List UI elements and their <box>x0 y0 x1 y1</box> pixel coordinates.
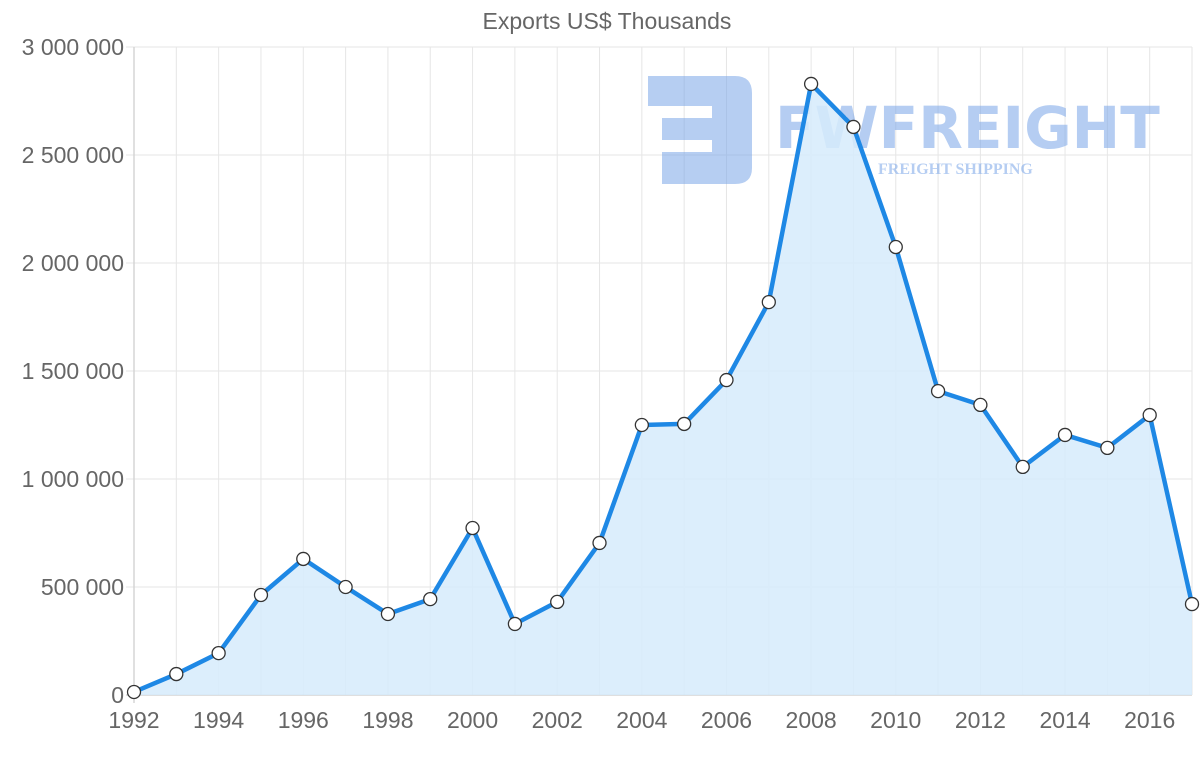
fwfreight-watermark: FWFREIGHT FREIGHT SHIPPING <box>648 76 1160 184</box>
data-point[interactable] <box>465 520 480 536</box>
data-point[interactable] <box>634 417 649 433</box>
data-point[interactable] <box>126 684 142 700</box>
x-tick-label: 1996 <box>278 707 329 733</box>
x-tick-label: 2002 <box>532 707 583 733</box>
data-point[interactable] <box>930 383 946 399</box>
data-point[interactable] <box>296 551 311 567</box>
data-point[interactable] <box>677 416 692 432</box>
chart-title: Exports US$ Thousands <box>482 8 732 34</box>
x-tick-label: 2010 <box>870 707 921 733</box>
data-point[interactable] <box>592 535 607 551</box>
data-line <box>133 81 1195 695</box>
x-tick-label: 2004 <box>616 707 667 733</box>
logo-icon <box>648 76 752 184</box>
data-point[interactable] <box>803 76 819 92</box>
x-tick-label: 2000 <box>447 707 498 733</box>
x-tick-label: 1998 <box>362 707 413 733</box>
y-tick-label: 500 000 <box>41 574 124 600</box>
y-tick-label: 1 000 000 <box>22 466 124 492</box>
x-tick-label: 2014 <box>1039 707 1090 733</box>
data-point[interactable] <box>1015 459 1030 475</box>
data-point[interactable] <box>888 239 903 255</box>
y-tick-label: 2 500 000 <box>22 142 124 168</box>
data-point[interactable] <box>1142 407 1157 423</box>
x-axis: 1992 1994 1996 1998 2000 2002 2004 2006 2008 2010… <box>108 707 1175 733</box>
data-point[interactable] <box>253 587 269 603</box>
data-point[interactable] <box>211 645 226 661</box>
data-point[interactable] <box>1184 596 1200 612</box>
y-tick-label: 2 000 000 <box>22 250 124 276</box>
data-point[interactable] <box>719 372 734 388</box>
data-point[interactable] <box>973 397 988 413</box>
data-point[interactable] <box>338 579 353 595</box>
x-tick-label: 2016 <box>1124 707 1175 733</box>
area-fill <box>134 83 1192 696</box>
y-tick-label: 1 500 000 <box>22 358 124 384</box>
y-axis: 0 500 000 1 000 000 1 500 000 2 000 000 2 500… <box>22 34 124 708</box>
data-point[interactable] <box>1100 440 1115 456</box>
data-point[interactable] <box>550 594 565 610</box>
x-tick-label: 2008 <box>786 707 837 733</box>
x-tick-label: 2006 <box>701 707 752 733</box>
data-points <box>126 76 1200 700</box>
x-tick-label: 2012 <box>955 707 1006 733</box>
y-tick-label: 0 <box>111 682 124 708</box>
data-point[interactable] <box>380 606 396 622</box>
data-point[interactable] <box>1057 427 1073 443</box>
watermark-tagline: FREIGHT SHIPPING <box>878 161 1033 178</box>
data-point[interactable] <box>846 119 861 135</box>
y-tick-label: 3 000 000 <box>22 34 124 60</box>
data-point[interactable] <box>761 294 776 310</box>
x-tick-label: 1994 <box>193 707 244 733</box>
data-point[interactable] <box>507 616 523 632</box>
data-point[interactable] <box>169 666 184 682</box>
data-point[interactable] <box>423 591 438 607</box>
x-tick-label: 1992 <box>108 707 159 733</box>
